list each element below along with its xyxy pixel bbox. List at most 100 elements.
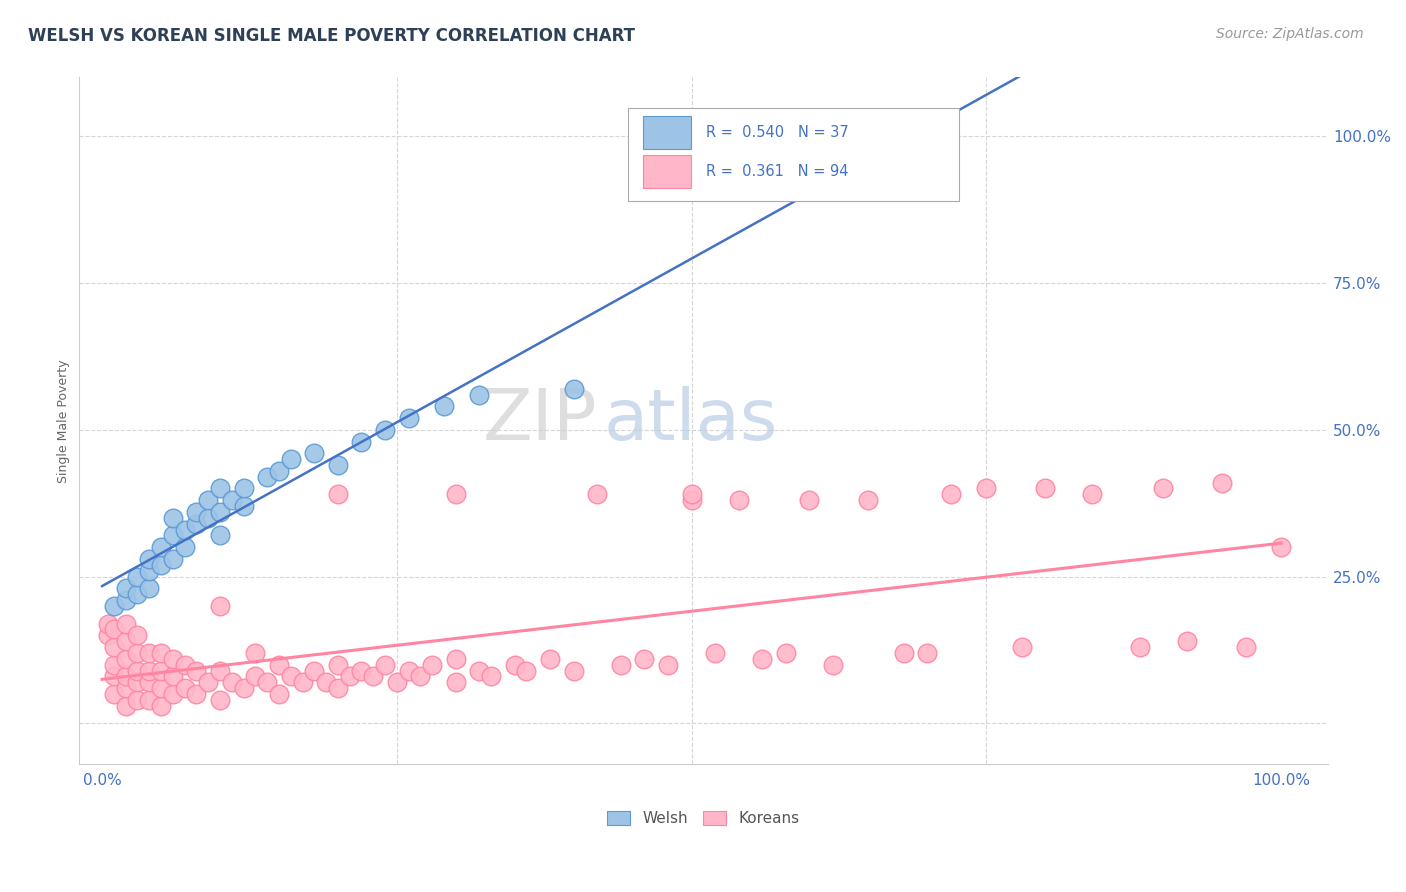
Point	[97, 628, 120, 642]
Point	[138, 675, 160, 690]
Text: ZIP: ZIP	[482, 386, 598, 456]
Point	[173, 523, 195, 537]
Point	[291, 675, 314, 690]
Point	[326, 657, 349, 672]
Point	[681, 493, 703, 508]
Point	[162, 652, 184, 666]
Point	[633, 652, 655, 666]
Point	[1152, 482, 1174, 496]
Point	[562, 382, 585, 396]
Point	[114, 669, 136, 683]
Point	[150, 558, 173, 572]
Point	[186, 516, 208, 531]
Point	[444, 487, 467, 501]
Point	[173, 540, 195, 554]
Point	[256, 675, 278, 690]
Point	[114, 593, 136, 607]
Point	[267, 464, 290, 478]
Point	[150, 681, 173, 695]
FancyBboxPatch shape	[628, 108, 959, 201]
Point	[727, 493, 749, 508]
Point	[433, 399, 456, 413]
Point	[361, 669, 384, 683]
Point	[114, 582, 136, 596]
Point	[162, 669, 184, 683]
Point	[858, 493, 880, 508]
Point	[208, 528, 231, 542]
Point	[350, 434, 373, 449]
Point	[150, 646, 173, 660]
Point	[280, 452, 302, 467]
Point	[221, 493, 243, 508]
FancyBboxPatch shape	[644, 155, 690, 188]
Point	[186, 505, 208, 519]
Point	[586, 487, 609, 501]
Point	[127, 664, 149, 678]
Text: R =  0.540   N = 37: R = 0.540 N = 37	[706, 125, 849, 140]
Point	[127, 693, 149, 707]
Point	[267, 687, 290, 701]
Point	[150, 698, 173, 713]
Point	[385, 675, 408, 690]
Point	[1011, 640, 1033, 654]
Point	[138, 552, 160, 566]
Point	[114, 698, 136, 713]
Point	[114, 616, 136, 631]
Point	[374, 423, 396, 437]
Point	[1234, 640, 1257, 654]
Point	[409, 669, 432, 683]
Point	[173, 681, 195, 695]
Point	[917, 646, 939, 660]
Point	[538, 652, 561, 666]
Point	[1081, 487, 1104, 501]
Point	[326, 681, 349, 695]
Point	[197, 493, 219, 508]
Point	[232, 499, 254, 513]
Point	[503, 657, 526, 672]
Point	[681, 487, 703, 501]
Point	[150, 664, 173, 678]
Point	[127, 569, 149, 583]
Point	[114, 652, 136, 666]
Point	[138, 664, 160, 678]
Point	[398, 664, 420, 678]
Point	[232, 482, 254, 496]
Point	[208, 482, 231, 496]
Point	[515, 664, 537, 678]
Point	[893, 646, 915, 660]
Point	[97, 616, 120, 631]
Point	[315, 675, 337, 690]
Point	[162, 528, 184, 542]
Point	[103, 687, 125, 701]
Point	[138, 582, 160, 596]
Point	[127, 646, 149, 660]
Point	[468, 387, 491, 401]
Point	[326, 458, 349, 472]
Point	[232, 681, 254, 695]
Point	[799, 493, 821, 508]
Point	[280, 669, 302, 683]
Point	[704, 646, 727, 660]
Point	[138, 693, 160, 707]
Point	[208, 693, 231, 707]
Point	[858, 129, 880, 144]
Point	[444, 652, 467, 666]
Point	[150, 540, 173, 554]
Point	[103, 669, 125, 683]
Point	[103, 599, 125, 613]
Point	[479, 669, 502, 683]
Point	[562, 664, 585, 678]
Point	[127, 628, 149, 642]
Point	[114, 681, 136, 695]
Point	[197, 675, 219, 690]
Point	[103, 657, 125, 672]
Point	[127, 587, 149, 601]
Point	[468, 664, 491, 678]
Point	[173, 657, 195, 672]
Text: WELSH VS KOREAN SINGLE MALE POVERTY CORRELATION CHART: WELSH VS KOREAN SINGLE MALE POVERTY CORR…	[28, 27, 636, 45]
Point	[1128, 640, 1150, 654]
Point	[208, 664, 231, 678]
Point	[610, 657, 633, 672]
Point	[197, 511, 219, 525]
Point	[245, 646, 267, 660]
